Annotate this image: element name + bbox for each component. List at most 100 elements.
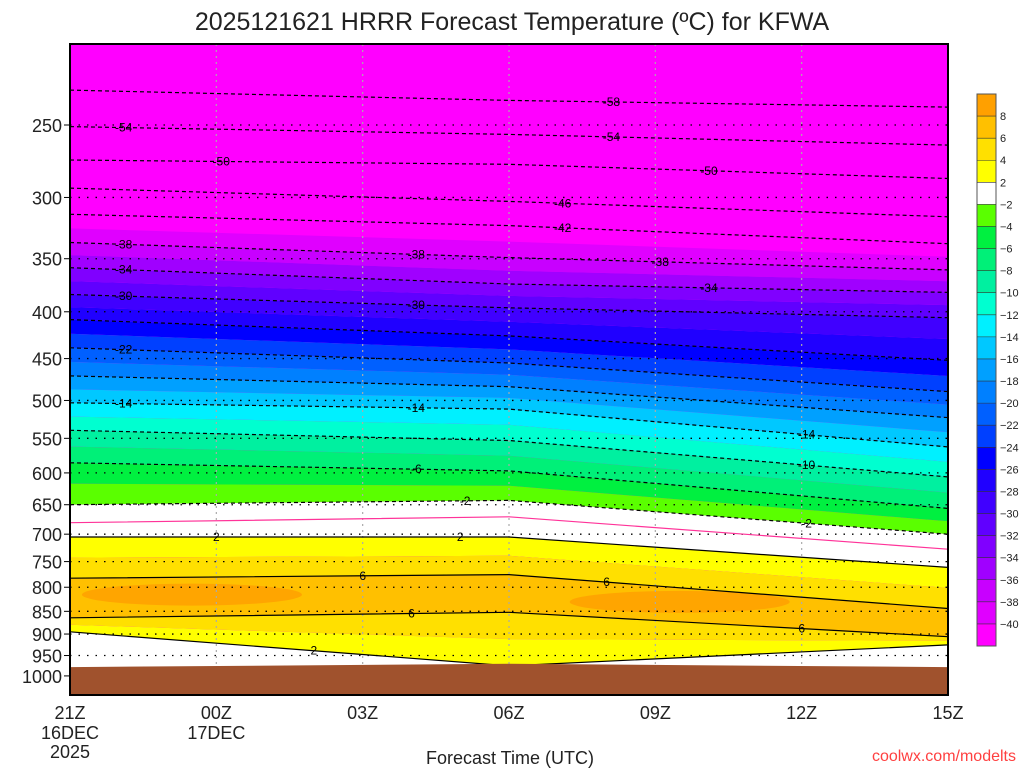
y-tick-label: 700: [32, 525, 62, 545]
temperature-band: [70, 389, 948, 447]
y-tick-label: 500: [32, 391, 62, 411]
temperature-band: [70, 281, 948, 318]
x-tick-date-label: 2025: [50, 742, 90, 762]
contour-label: -14: [408, 401, 426, 415]
contour-label: -38: [115, 237, 133, 251]
colorbar-label: −24: [1000, 442, 1019, 454]
colorbar-swatch: [977, 557, 996, 581]
temperature-band: [70, 294, 948, 339]
warm-core-region: [569, 590, 790, 613]
y-tick-label: 250: [32, 116, 62, 136]
colorbar-swatch: [977, 358, 996, 382]
temperature-band: [70, 361, 948, 418]
colorbar-label: −4: [1000, 221, 1013, 233]
contour-label: -30: [408, 298, 426, 312]
isotherm-line: [70, 611, 948, 638]
colorbar-swatch: [977, 623, 996, 647]
temperature-band: [70, 319, 948, 376]
colorbar-label: −14: [1000, 332, 1019, 344]
y-tick-label: 350: [32, 250, 62, 270]
temperature-band: [70, 416, 948, 477]
colorbar-label: −6: [1000, 244, 1013, 256]
temperature-band: [70, 500, 948, 568]
y-tick-label: 450: [32, 350, 62, 370]
colorbar-swatch: [977, 94, 996, 117]
colorbar-label: −22: [1000, 420, 1019, 432]
colorbar-swatch: [977, 138, 996, 161]
contour-label: -10: [798, 458, 816, 472]
colorbar-swatch: [977, 336, 996, 360]
contour-label: -6: [411, 462, 422, 476]
contour-label: 2: [311, 644, 318, 658]
plot-frame: [69, 43, 949, 696]
temperature-band: [70, 483, 948, 535]
plot-area: -54-50-38-34-30-22-142-58-54-50-46-42-38…: [70, 44, 948, 695]
colorbar-label: 4: [1000, 155, 1006, 167]
colorbar-swatch: [977, 226, 996, 250]
contour-label: -22: [115, 343, 133, 357]
colorbar: 8 6 4 2 −2 −4 −6 −8 −10 −12 −14 −16 −18 −20 −22 −24 −26 −…: [976, 93, 1019, 647]
temperature-band: [70, 267, 948, 306]
contour-label: -34: [115, 263, 133, 277]
y-tick-label: 650: [32, 496, 62, 516]
colorbar-label: −10: [1000, 288, 1019, 300]
colorbar-swatch: [977, 601, 996, 625]
temperature-band: [70, 537, 948, 588]
contour-label: -14: [798, 428, 816, 442]
x-axis-label: Forecast Time (UTC): [426, 748, 594, 768]
y-tick-label: 600: [32, 464, 62, 484]
contour-label: -54: [603, 130, 621, 144]
colorbar-swatch: [977, 160, 996, 183]
colorbar-swatch: [977, 248, 996, 272]
contour-label: -54: [115, 121, 133, 135]
colorbar-swatch: [977, 314, 996, 338]
x-tick-label: 21Z: [54, 703, 85, 723]
colorbar-label: −20: [1000, 398, 1019, 410]
colorbar-label: −12: [1000, 310, 1019, 322]
y-tick-label: 950: [32, 647, 62, 667]
colorbar-label: −34: [1000, 553, 1019, 565]
colorbar-label: −38: [1000, 597, 1019, 609]
colorbar-label: −28: [1000, 486, 1019, 498]
colorbar-frame: [976, 93, 997, 647]
x-tick-label: 15Z: [932, 703, 963, 723]
contour-label: -34: [700, 281, 718, 295]
y-tick-label: 850: [32, 602, 62, 622]
x-tick-date-label: 17DEC: [187, 723, 245, 743]
colorbar-label: −36: [1000, 575, 1019, 587]
isotherm-line: [70, 293, 948, 319]
contour-label: -38: [408, 247, 426, 261]
contour-label: 2: [213, 530, 220, 544]
isotherm-line: [70, 536, 948, 568]
colorbar-swatch: [977, 491, 996, 515]
contour-label: -50: [700, 164, 718, 178]
contour-label: -14: [115, 397, 133, 411]
y-axis: 250 300 350 400 450 500 550 600 650 700 750 800 850 9…: [22, 116, 70, 687]
x-tick-label: 12Z: [786, 703, 817, 723]
x-tick-date-label: 16DEC: [41, 723, 99, 743]
temperature-band: [70, 430, 948, 493]
y-tick-label: 400: [32, 303, 62, 323]
temperature-band: [70, 375, 948, 433]
x-tick-label: 03Z: [347, 703, 378, 723]
colorbar-swatch: [977, 469, 996, 492]
contour-label: 6: [359, 569, 366, 583]
colorbar-swatch: [977, 425, 996, 448]
colorbar-label: 6: [1000, 133, 1006, 145]
watermark: coolwx.com/modelts: [872, 748, 1016, 765]
colorbar-label: −30: [1000, 509, 1019, 521]
colorbar-label: −40: [1000, 619, 1019, 631]
colorbar-swatch: [977, 116, 996, 139]
colorbar-swatch: [977, 381, 996, 404]
colorbar-swatch: [977, 535, 996, 559]
y-tick-label: 900: [32, 625, 62, 645]
contour-label: 6: [603, 575, 610, 589]
contour-label: 2: [457, 530, 464, 544]
temperature-band: [70, 462, 948, 522]
ground-layer: [70, 663, 948, 695]
contour-label: 6: [798, 622, 805, 636]
y-tick-label: 550: [32, 429, 62, 449]
contour-label: -50: [213, 154, 231, 168]
